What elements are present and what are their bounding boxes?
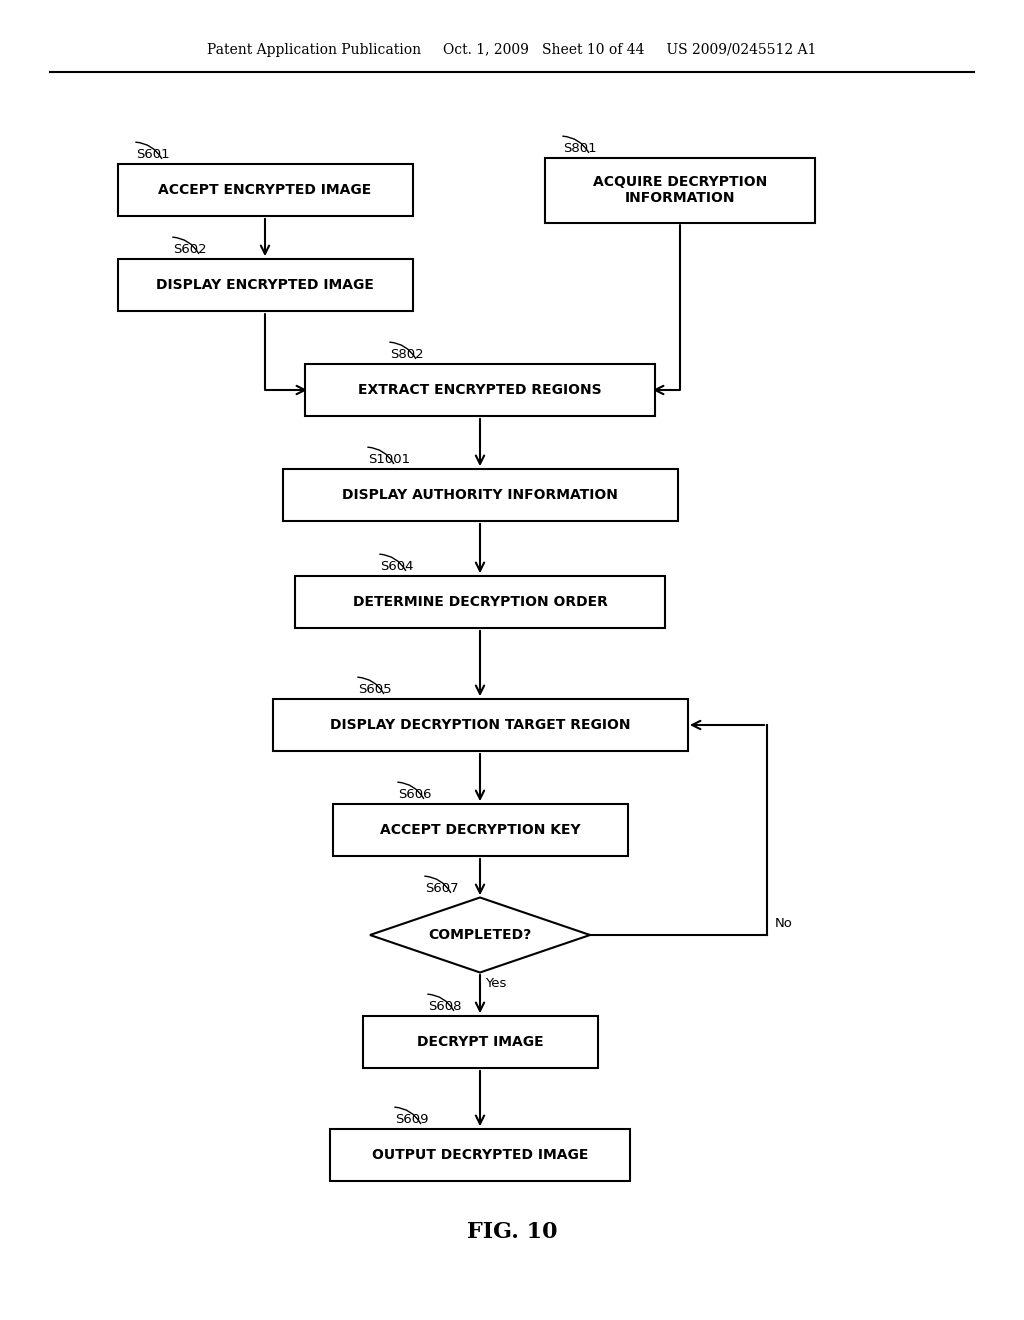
Bar	[545, 157, 815, 223]
Text: S1001: S1001	[368, 453, 411, 466]
Text: ACQUIRE DECRYPTION
INFORMATION: ACQUIRE DECRYPTION INFORMATION	[593, 176, 767, 205]
Text: DISPLAY ENCRYPTED IMAGE: DISPLAY ENCRYPTED IMAGE	[156, 279, 374, 292]
Text: DETERMINE DECRYPTION ORDER: DETERMINE DECRYPTION ORDER	[352, 595, 607, 609]
Text: S604: S604	[380, 560, 414, 573]
Bar	[272, 700, 687, 751]
Text: COMPLETED?: COMPLETED?	[428, 928, 531, 942]
Text: No: No	[775, 917, 793, 931]
Text: DECRYPT IMAGE: DECRYPT IMAGE	[417, 1035, 544, 1049]
Bar	[118, 259, 413, 312]
Bar	[118, 164, 413, 216]
Text: S607: S607	[425, 882, 459, 895]
Text: EXTRACT ENCRYPTED REGIONS: EXTRACT ENCRYPTED REGIONS	[358, 383, 602, 397]
Text: S602: S602	[173, 243, 207, 256]
Text: ACCEPT DECRYPTION KEY: ACCEPT DECRYPTION KEY	[380, 822, 581, 837]
Text: S609: S609	[395, 1113, 428, 1126]
Polygon shape	[370, 898, 590, 973]
Text: Yes: Yes	[485, 977, 507, 990]
Bar	[333, 804, 628, 855]
Bar	[362, 1016, 597, 1068]
Text: Patent Application Publication     Oct. 1, 2009   Sheet 10 of 44     US 2009/024: Patent Application Publication Oct. 1, 2…	[207, 44, 817, 57]
Bar	[330, 1129, 630, 1181]
Text: FIG. 10: FIG. 10	[467, 1221, 557, 1243]
Text: S608: S608	[428, 1001, 462, 1012]
Text: DISPLAY DECRYPTION TARGET REGION: DISPLAY DECRYPTION TARGET REGION	[330, 718, 630, 733]
Text: S801: S801	[563, 143, 597, 154]
Text: S606: S606	[398, 788, 431, 801]
Text: OUTPUT DECRYPTED IMAGE: OUTPUT DECRYPTED IMAGE	[372, 1148, 588, 1162]
Text: S802: S802	[390, 348, 424, 360]
Text: DISPLAY AUTHORITY INFORMATION: DISPLAY AUTHORITY INFORMATION	[342, 488, 617, 502]
Text: S601: S601	[136, 148, 170, 161]
Bar	[295, 576, 665, 628]
Bar	[283, 469, 678, 521]
Text: ACCEPT ENCRYPTED IMAGE: ACCEPT ENCRYPTED IMAGE	[159, 183, 372, 197]
Text: S605: S605	[358, 682, 391, 696]
Bar	[305, 364, 655, 416]
